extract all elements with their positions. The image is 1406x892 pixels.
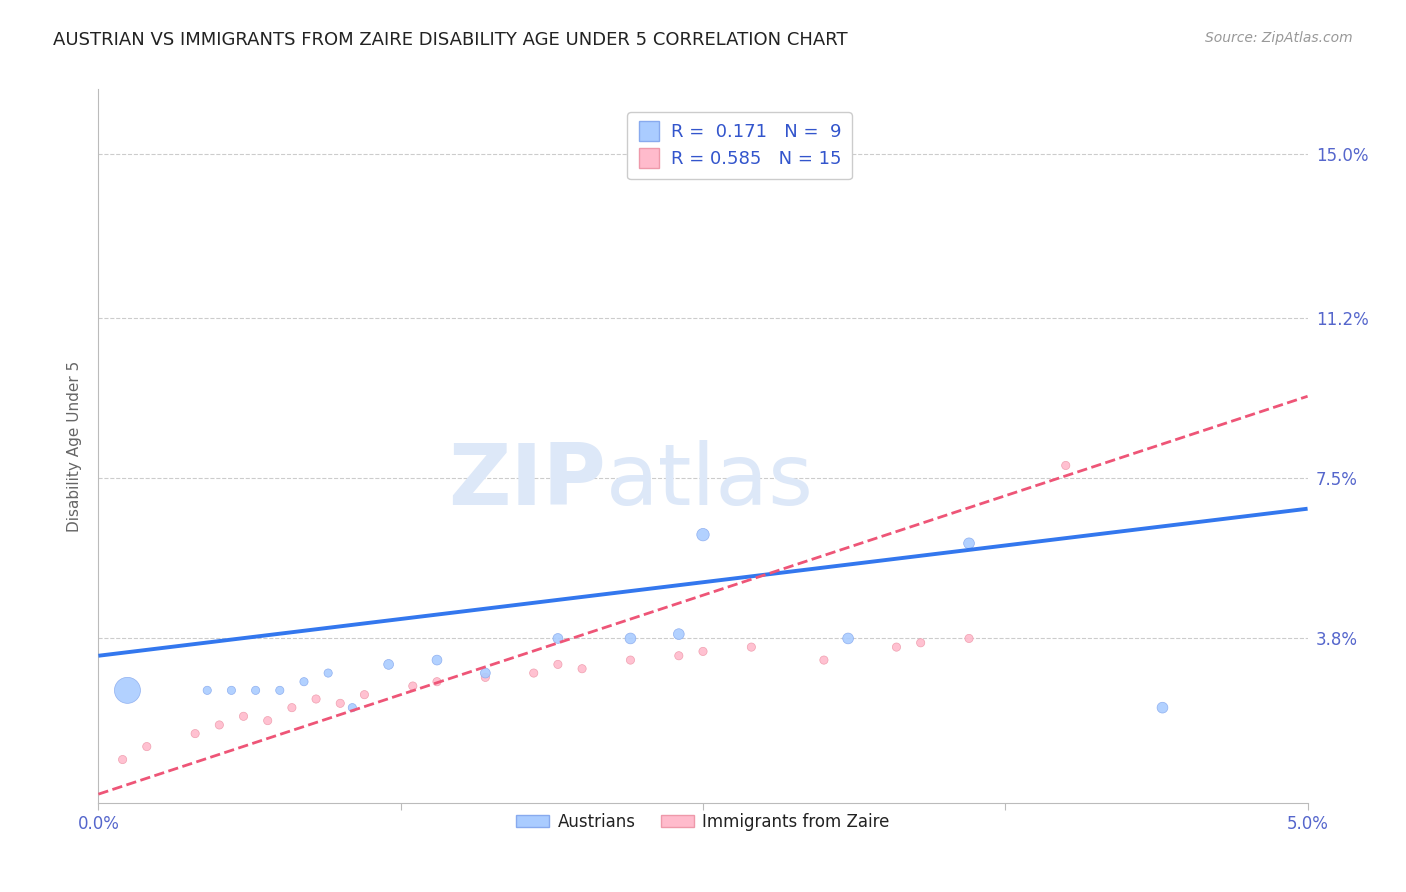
Point — [837, 632, 859, 646]
Y-axis label: Disability Age Under 5: Disability Age Under 5 — [67, 360, 83, 532]
Point — [353, 688, 375, 702]
Point — [111, 753, 134, 767]
Point — [1054, 458, 1077, 473]
Point — [547, 632, 569, 646]
Point — [208, 718, 231, 732]
Point — [135, 739, 157, 754]
Point — [668, 627, 690, 641]
Point — [305, 692, 328, 706]
Text: Source: ZipAtlas.com: Source: ZipAtlas.com — [1205, 31, 1353, 45]
Legend: Austrians, Immigrants from Zaire: Austrians, Immigrants from Zaire — [509, 806, 897, 838]
Point — [342, 700, 364, 714]
Point — [740, 640, 762, 654]
Point — [571, 662, 593, 676]
Point — [402, 679, 425, 693]
Point — [692, 527, 714, 541]
Point — [547, 657, 569, 672]
Point — [692, 644, 714, 658]
Point — [117, 683, 139, 698]
Point — [377, 657, 399, 672]
Text: atlas: atlas — [606, 440, 814, 524]
Point — [813, 653, 835, 667]
Point — [957, 632, 980, 646]
Point — [668, 648, 690, 663]
Point — [474, 670, 496, 684]
Point — [232, 709, 254, 723]
Point — [1152, 700, 1174, 714]
Point — [886, 640, 908, 654]
Text: AUSTRIAN VS IMMIGRANTS FROM ZAIRE DISABILITY AGE UNDER 5 CORRELATION CHART: AUSTRIAN VS IMMIGRANTS FROM ZAIRE DISABI… — [53, 31, 848, 49]
Point — [184, 726, 207, 740]
Point — [523, 666, 546, 681]
Point — [426, 674, 449, 689]
Point — [329, 696, 352, 710]
Point — [292, 674, 315, 689]
Point — [619, 653, 641, 667]
Text: ZIP: ZIP — [449, 440, 606, 524]
Point — [426, 653, 449, 667]
Point — [269, 683, 291, 698]
Point — [957, 536, 980, 550]
Point — [221, 683, 243, 698]
Point — [195, 683, 218, 698]
Point — [910, 636, 932, 650]
Point — [316, 666, 339, 681]
Point — [281, 700, 304, 714]
Point — [474, 666, 496, 681]
Point — [619, 632, 641, 646]
Point — [245, 683, 267, 698]
Point — [256, 714, 278, 728]
